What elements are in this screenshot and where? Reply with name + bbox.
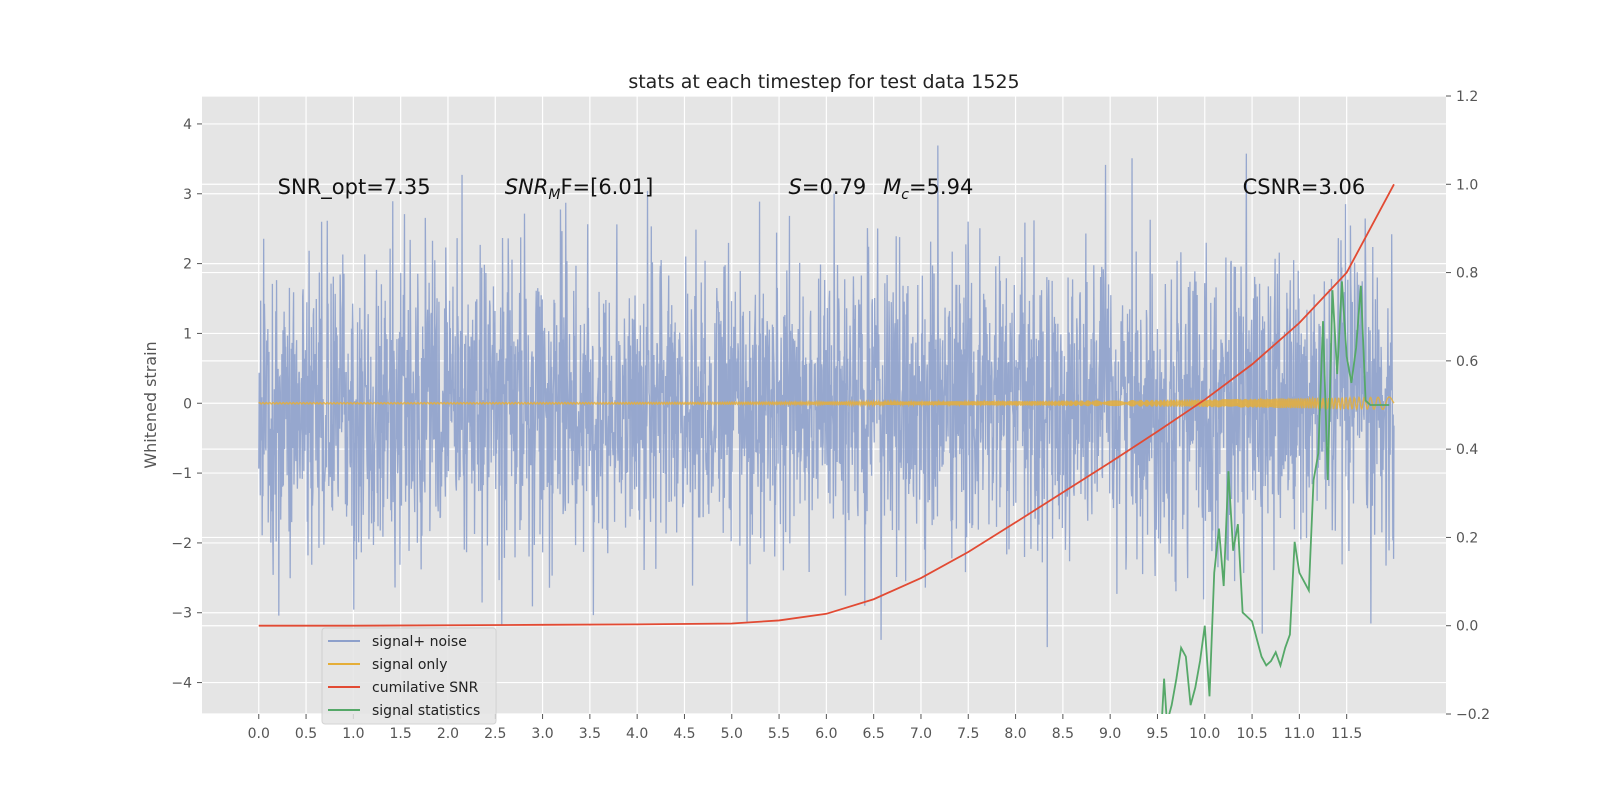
x-tick-label: 9.5 — [1146, 726, 1168, 742]
legend-label: cumilative SNR — [372, 680, 479, 696]
x-tick-label: 8.5 — [1052, 726, 1074, 742]
annotations: SNR_opt=7.35 SNRMF=[6.01] S=0.79 Mc=5.94 CSN… — [278, 175, 1366, 203]
y-tick-label: 2 — [183, 257, 192, 273]
y2-tick-label: 0.6 — [1456, 354, 1478, 370]
x-tick-label: 2.0 — [437, 726, 459, 742]
x-tick-label: 11.5 — [1331, 726, 1362, 742]
x-tick-label: 10.5 — [1236, 726, 1267, 742]
chart-title: stats at each timestep for test data 152… — [628, 71, 1019, 93]
legend-box — [321, 627, 497, 725]
x-tick-label: 2.5 — [484, 726, 506, 742]
x-tick-label: 0.0 — [248, 726, 270, 742]
y-tick-label: −2 — [171, 536, 192, 552]
x-tick-label: 4.0 — [626, 726, 648, 742]
annotation-text: CSNR=3.06 — [1243, 175, 1366, 199]
x-tick-label: 11.0 — [1284, 726, 1315, 742]
annotation-text: SNRMF=[6.01] — [505, 175, 654, 203]
x-tick-label: 5.0 — [721, 726, 743, 742]
x-tick-label: 8.0 — [1004, 726, 1026, 742]
y-tick-label: 0 — [183, 396, 192, 412]
x-tick-label: 0.5 — [295, 726, 317, 742]
y2-tick-label: 0.4 — [1456, 442, 1478, 458]
annotation-text: S=0.79 — [789, 175, 867, 199]
x-tick-label: 3.0 — [531, 726, 553, 742]
x-tick-label: 10.0 — [1189, 726, 1220, 742]
y-axis-title: Whitened strain — [141, 341, 160, 468]
y-tick-label: −3 — [171, 606, 192, 622]
x-tick-label: 1.0 — [342, 726, 364, 742]
y2-tick-label: −0.2 — [1456, 707, 1490, 723]
series-cumulative-snr-line — [258, 183, 1395, 627]
y-tick-label: −1 — [171, 466, 192, 482]
annotation-text: SNR_opt=7.35 — [278, 175, 431, 200]
y-tick-label: 4 — [183, 117, 192, 133]
y-tick-label: −4 — [171, 676, 192, 692]
y2-tick-label: 0.8 — [1456, 266, 1478, 282]
annotation-text: Mc=5.94 — [883, 175, 973, 203]
axes: 0.0 0.5 1.0 1.5 2.0 2.5 3.0 3.5 4.0 4.5 5.0 5.5 6.0 6… — [171, 89, 1490, 742]
series-layer — [258, 145, 1395, 714]
x-tick-label: 7.5 — [957, 726, 979, 742]
x-tick-label: 4.5 — [673, 726, 695, 742]
series-signal-only-line — [258, 395, 1395, 411]
y2-tick-label: 1.0 — [1456, 177, 1478, 193]
x-tick-label: 6.0 — [815, 726, 837, 742]
x-tick-label: 3.5 — [579, 726, 601, 742]
legend-label: signal only — [372, 657, 447, 673]
series-signal-noise-line — [258, 145, 1395, 648]
x-tick-label: 5.5 — [768, 726, 790, 742]
legend-label: signal statistics — [372, 703, 480, 719]
y-tick-label: 1 — [183, 326, 192, 342]
legend: signal+ noise signal only cumilative SNR si… — [321, 627, 497, 725]
x-tick-label: 6.5 — [863, 726, 885, 742]
x-tick-label: 1.5 — [390, 726, 412, 742]
y2-tick-label: 0.0 — [1456, 619, 1478, 635]
legend-label: signal+ noise — [372, 634, 467, 650]
series-signal-statistics-line — [1161, 281, 1390, 714]
x-tick-label: 7.0 — [910, 726, 932, 742]
y2-tick-label: 1.2 — [1456, 89, 1478, 105]
y2-tick-label: 0.2 — [1456, 530, 1478, 546]
y-tick-label: 3 — [183, 187, 192, 203]
x-tick-label: 9.0 — [1099, 726, 1121, 742]
